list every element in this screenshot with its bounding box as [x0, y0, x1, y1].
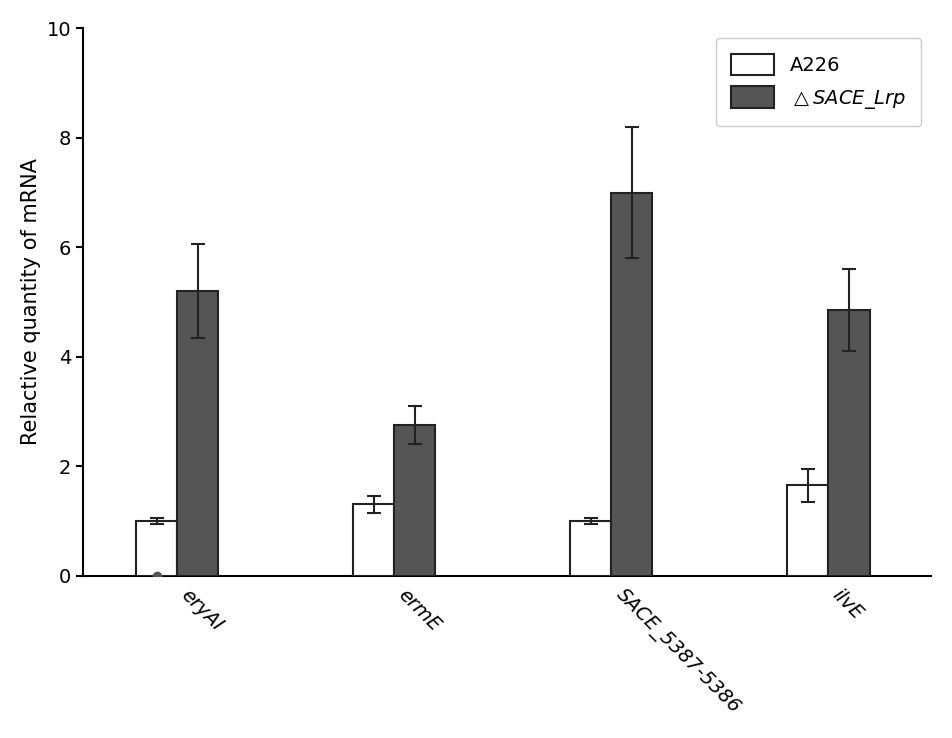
Y-axis label: Relactive quantity of mRNA: Relactive quantity of mRNA [21, 159, 41, 446]
Bar [611, 193, 652, 576]
Bar [136, 521, 177, 576]
Bar [353, 505, 394, 576]
Bar [177, 291, 218, 576]
Bar [828, 310, 869, 576]
Bar [570, 521, 611, 576]
Bar [787, 486, 828, 576]
Bar [394, 425, 435, 576]
Legend: A226, $\triangle$$\it{SACE\_Lrp}$: A226, $\triangle$$\it{SACE\_Lrp}$ [716, 38, 922, 126]
